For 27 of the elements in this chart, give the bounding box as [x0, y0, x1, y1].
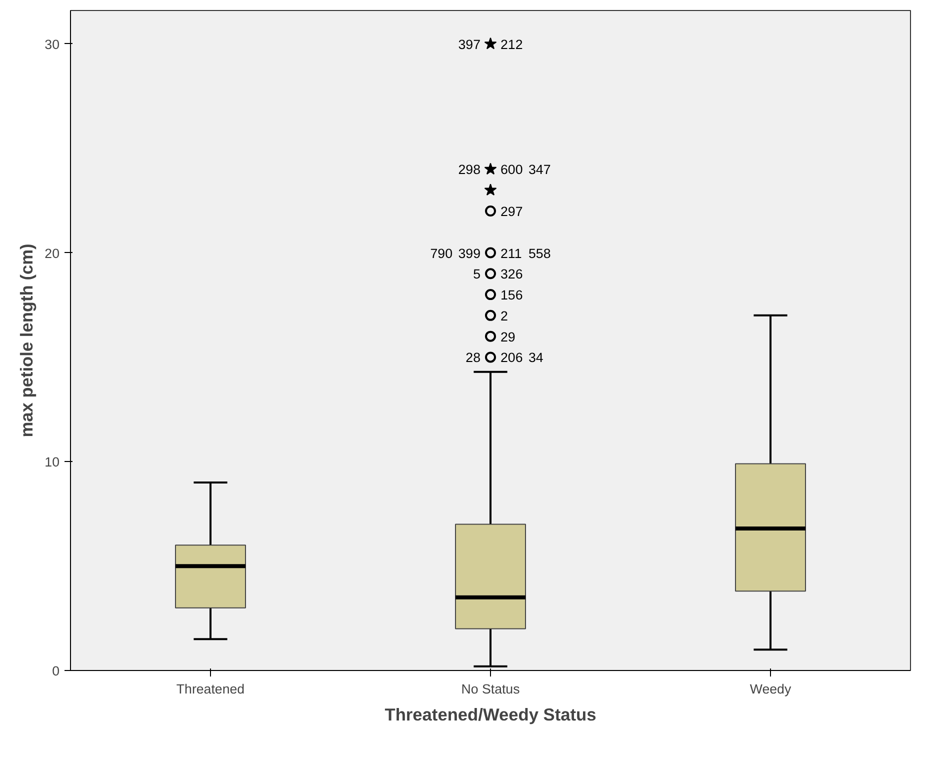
annotation: 211: [500, 246, 522, 261]
x-axis-title: Threatened/Weedy Status: [384, 704, 596, 724]
annotation: 212: [500, 36, 523, 52]
annotation: 326: [500, 266, 523, 282]
annotation: 156: [500, 288, 523, 303]
y-tick-label: 0: [52, 664, 60, 678]
annotation: 399: [458, 246, 481, 261]
annotation: 2: [500, 308, 508, 324]
annotation: 34: [528, 350, 544, 366]
y-tick-label: 10: [44, 454, 60, 470]
annotation: 558: [528, 246, 551, 261]
annotation: 397: [458, 36, 481, 52]
y-tick-label: 30: [44, 36, 60, 52]
y-axis-title: max petiole length (cm): [16, 244, 37, 438]
x-tick-label: Threatened: [176, 682, 245, 696]
x-tick-label: Weedy: [750, 682, 792, 696]
annotation: 5: [473, 266, 481, 282]
annotation: 347: [528, 162, 551, 178]
annotation: 29: [500, 329, 516, 344]
annotation: 298: [458, 162, 481, 178]
annotation: 28: [466, 350, 481, 366]
annotation: 790: [430, 246, 453, 261]
y-tick-label: 20: [44, 246, 60, 261]
x-tick-label: No Status: [461, 682, 520, 696]
annotation: 600: [500, 162, 523, 178]
annotation: 206: [500, 350, 523, 366]
annotation: 297: [500, 204, 523, 220]
